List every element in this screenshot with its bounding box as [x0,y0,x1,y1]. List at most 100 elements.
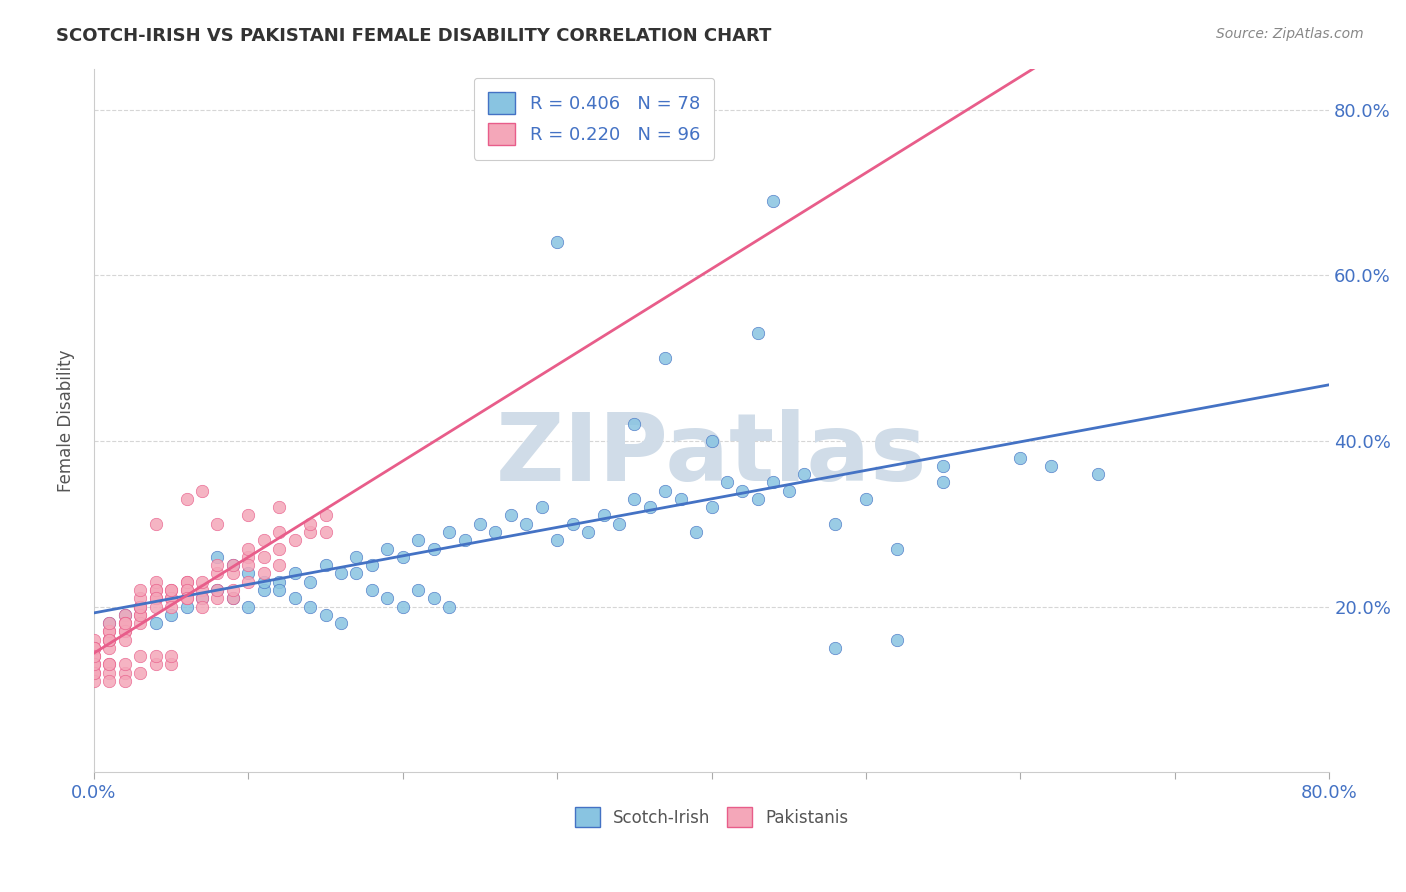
Point [375,541,398,556]
Point [391,599,413,614]
Point [145,599,167,614]
Point [98,632,121,647]
Point [437,599,460,614]
Point [98,632,121,647]
Point [238,566,260,581]
Point [207,591,229,606]
Text: SCOTCH-IRISH VS PAKISTANI FEMALE DISABILITY CORRELATION CHART: SCOTCH-IRISH VS PAKISTANI FEMALE DISABIL… [56,27,772,45]
Point [299,574,322,589]
Point [269,574,291,589]
Point [576,524,599,539]
Point [375,591,398,606]
Point [360,558,382,573]
Point [932,475,955,490]
Point [330,616,353,631]
Point [700,434,723,448]
Point [747,326,769,341]
Point [269,558,291,573]
Point [284,566,307,581]
Point [269,541,291,556]
Point [207,549,229,564]
Point [145,582,167,597]
Point [191,591,214,606]
Point [114,624,136,639]
Point [83,657,105,672]
Point [762,475,785,490]
Point [129,665,152,680]
Point [716,475,738,490]
Point [932,458,955,473]
Point [284,591,307,606]
Point [269,524,291,539]
Point [83,640,105,655]
Point [315,508,337,523]
Point [83,657,105,672]
Point [422,591,444,606]
Point [546,235,568,250]
Point [114,657,136,672]
Point [98,657,121,672]
Point [778,483,800,498]
Point [222,582,245,597]
Point [238,558,260,573]
Point [207,558,229,573]
Point [731,483,754,498]
Point [98,673,121,688]
Point [98,657,121,672]
Point [176,582,198,597]
Point [129,607,152,622]
Point [129,599,152,614]
Point [238,541,260,556]
Point [886,632,908,647]
Point [222,558,245,573]
Text: Source: ZipAtlas.com: Source: ZipAtlas.com [1216,27,1364,41]
Point [114,607,136,622]
Point [824,640,846,655]
Point [238,508,260,523]
Point [83,640,105,655]
Point [129,582,152,597]
Point [176,591,198,606]
Point [638,500,661,515]
Point [886,541,908,556]
Point [83,649,105,664]
Point [114,607,136,622]
Point [176,582,198,597]
Y-axis label: Female Disability: Female Disability [58,349,75,491]
Point [83,649,105,664]
Point [222,558,245,573]
Point [114,632,136,647]
Point [145,574,167,589]
Point [176,491,198,506]
Point [299,524,322,539]
Point [499,508,522,523]
Point [253,574,276,589]
Point [315,524,337,539]
Point [1040,458,1063,473]
Point [145,657,167,672]
Point [1010,450,1032,465]
Point [176,599,198,614]
Point [315,607,337,622]
Point [346,566,368,581]
Point [98,632,121,647]
Point [176,574,198,589]
Point [222,591,245,606]
Point [592,508,614,523]
Point [269,500,291,515]
Point [855,491,877,506]
Point [222,591,245,606]
Point [129,616,152,631]
Point [98,640,121,655]
Point [160,657,183,672]
Point [160,599,183,614]
Point [160,591,183,606]
Point [700,500,723,515]
Point [129,607,152,622]
Point [299,599,322,614]
Point [83,632,105,647]
Point [391,549,413,564]
Point [191,582,214,597]
Point [114,616,136,631]
Point [191,591,214,606]
